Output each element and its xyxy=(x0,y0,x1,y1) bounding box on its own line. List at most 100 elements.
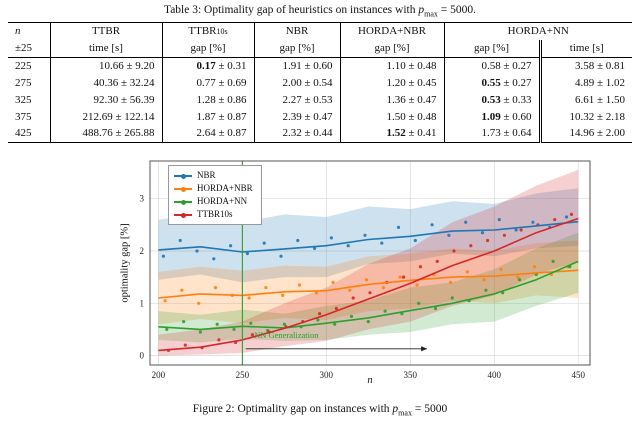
scatter-dot xyxy=(329,236,333,240)
cell-value: 1.87 ± 0.87 xyxy=(161,108,254,126)
scatter-dot xyxy=(531,220,535,225)
cell-value: 10.32 ± 2.18 xyxy=(538,108,632,126)
scatter-dot xyxy=(213,286,218,290)
scatter-dot xyxy=(452,249,456,253)
cell-value: 0.55 ± 0.27 xyxy=(443,74,540,92)
scatter-dot xyxy=(486,239,490,243)
scatter-dot xyxy=(564,215,569,219)
cell-value: 10.66 ± 9.20 xyxy=(49,57,162,75)
scatter-dot xyxy=(450,296,454,300)
scatter-dot xyxy=(334,307,338,311)
figure-2: optimality gap [%] NN Generalization 200 2… xyxy=(0,153,640,399)
cell-value: 0.77 ± 0.69 xyxy=(161,74,254,92)
scatter-dot xyxy=(516,275,520,279)
plot-frame xyxy=(149,160,591,366)
scatter-dot xyxy=(331,281,335,285)
cell-n: 425 xyxy=(15,127,32,140)
math-sub-max: max xyxy=(398,408,412,418)
scatter-dot xyxy=(316,318,320,322)
y-tick-label: 3 xyxy=(140,194,145,204)
cell-value: 1.52 ± 0.41 xyxy=(339,125,444,143)
cell-value: 488.76 ± 265.88 xyxy=(49,125,162,143)
scatter-dot xyxy=(366,320,370,324)
legend-line-icon xyxy=(174,195,192,208)
cell-value: 2.32 ± 0.44 xyxy=(253,125,340,143)
scatter-dot xyxy=(469,244,473,248)
legend-label: HORDA+NBR xyxy=(197,183,253,194)
ttbr10s-main: TTBR xyxy=(188,25,217,38)
figure-caption-text: Figure 2: Optimality gap on instances wi… xyxy=(192,403,393,416)
subheader-ttbr-time: time [s] xyxy=(49,40,162,58)
scatter-dot xyxy=(517,278,522,282)
table-row: 325 92.30 ± 56.39 1.28 ± 0.86 2.27 ± 0.53 1.… xyxy=(8,91,632,109)
chart-legend: NBR HORDA+NBR HORDA+NN TTBR10s xyxy=(168,165,262,226)
x-tick-label: 400 xyxy=(488,370,502,380)
y-tick-label: 2 xyxy=(140,246,145,256)
scatter-dot xyxy=(383,309,387,313)
scatter-dot xyxy=(447,233,451,238)
cell-value: 0.53 ± 0.33 xyxy=(443,91,540,109)
cell-value: 1.50 ± 0.48 xyxy=(339,108,444,126)
cell-value: 0.58 ± 0.27 xyxy=(443,57,540,75)
scatter-dot xyxy=(163,299,167,303)
y-tick-label: 1 xyxy=(140,299,145,309)
scatter-dot xyxy=(262,241,266,245)
scatter-dot xyxy=(197,301,201,306)
scatter-dot xyxy=(368,291,372,295)
x-tick-label: 250 xyxy=(236,370,250,380)
cell-value: 92.30 ± 56.39 xyxy=(49,91,162,109)
scatter-dot xyxy=(245,252,249,256)
scatter-dot xyxy=(297,283,302,287)
confidence-band xyxy=(158,232,579,343)
scatter-dot xyxy=(313,247,317,251)
scatter-dot xyxy=(363,233,367,238)
cell-value: 2.00 ± 0.54 xyxy=(253,74,340,92)
col-header-horda-nbr: HORDA+NBR xyxy=(339,22,444,41)
scatter-dot xyxy=(402,275,406,279)
table-caption-suffix: = 5000. xyxy=(437,4,477,16)
cell-value: 1.20 ± 0.45 xyxy=(339,74,444,92)
annotation-label: NN Generalization xyxy=(254,330,319,340)
scatter-dot xyxy=(250,333,254,337)
table-caption: Table 3: Optimality gap of heuristics on… xyxy=(0,0,640,18)
cell-value: 14.96 ± 2.00 xyxy=(538,125,632,143)
subheader-horda-nbr-gap: gap [%] xyxy=(339,40,444,58)
scatter-dot xyxy=(217,338,221,342)
scatter-dot xyxy=(348,288,352,293)
scatter-dot xyxy=(161,254,165,259)
scatter-dot xyxy=(435,260,439,264)
scatter-dot xyxy=(229,244,233,248)
scatter-dot xyxy=(484,288,488,293)
subheader-n: ±25 xyxy=(8,40,50,58)
series-line xyxy=(158,221,579,254)
scatter-dot xyxy=(349,315,354,319)
table-header-row: n TTBR TTBR10s NBR HORDA+NBR HORDA+NN xyxy=(8,22,632,41)
confidence-band xyxy=(158,170,579,356)
subheader-nbr-gap: gap [%] xyxy=(253,40,340,58)
x-tick-label: 200 xyxy=(152,370,166,380)
table-row: 375 212.69 ± 122.14 1.87 ± 0.87 2.39 ± 0.47… xyxy=(8,108,632,126)
scatter-dot xyxy=(178,239,182,243)
legend-item-horda-nn: HORDA+NN xyxy=(174,195,253,208)
results-table: n TTBR TTBR10s NBR HORDA+NBR HORDA+NN ±2… xyxy=(8,22,632,144)
table-row: 425 488.76 ± 265.88 2.64 ± 0.87 2.32 ± 0.44… xyxy=(8,125,632,143)
legend-line-icon xyxy=(174,169,192,182)
x-axis-label: n xyxy=(367,375,373,387)
legend-item-nbr: NBR xyxy=(174,169,253,182)
scatter-dot xyxy=(396,226,401,230)
scatter-dot xyxy=(351,296,355,300)
cell-value: 40.36 ± 32.24 xyxy=(49,74,162,92)
scatter-dot xyxy=(465,270,469,274)
scatter-dot xyxy=(279,254,283,259)
figure-caption-suffix: = 5000 xyxy=(411,403,448,416)
scatter-dot xyxy=(413,239,417,243)
scatter-dot xyxy=(497,218,501,222)
legend-line-icon xyxy=(174,182,192,195)
legend-label: TTBR10s xyxy=(197,209,233,220)
scatter-dot xyxy=(553,218,557,222)
col-header-ttbr10s: TTBR10s xyxy=(161,22,254,41)
scatter-dot xyxy=(318,312,322,316)
cell-value: 1.09 ± 0.60 xyxy=(443,108,540,126)
legend-label: HORDA+NN xyxy=(197,196,248,207)
scatter-dot xyxy=(282,322,286,327)
